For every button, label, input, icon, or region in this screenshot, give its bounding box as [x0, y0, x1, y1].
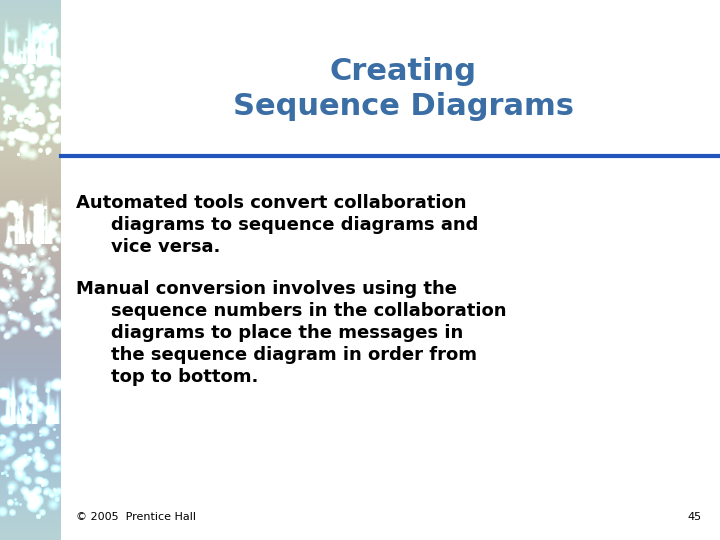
Text: vice versa.: vice versa. [111, 238, 220, 255]
Text: top to bottom.: top to bottom. [111, 368, 258, 386]
Text: Manual conversion involves using the: Manual conversion involves using the [76, 280, 457, 298]
Text: the sequence diagram in order from: the sequence diagram in order from [111, 346, 477, 363]
Text: Automated tools convert collaboration: Automated tools convert collaboration [76, 193, 467, 212]
Text: 45: 45 [688, 512, 702, 522]
Text: Creating
Sequence Diagrams: Creating Sequence Diagrams [233, 57, 574, 121]
Text: © 2005  Prentice Hall: © 2005 Prentice Hall [76, 512, 196, 522]
Text: diagrams to sequence diagrams and: diagrams to sequence diagrams and [111, 215, 478, 233]
Text: diagrams to place the messages in: diagrams to place the messages in [111, 323, 463, 341]
Text: sequence numbers in the collaboration: sequence numbers in the collaboration [111, 301, 506, 320]
